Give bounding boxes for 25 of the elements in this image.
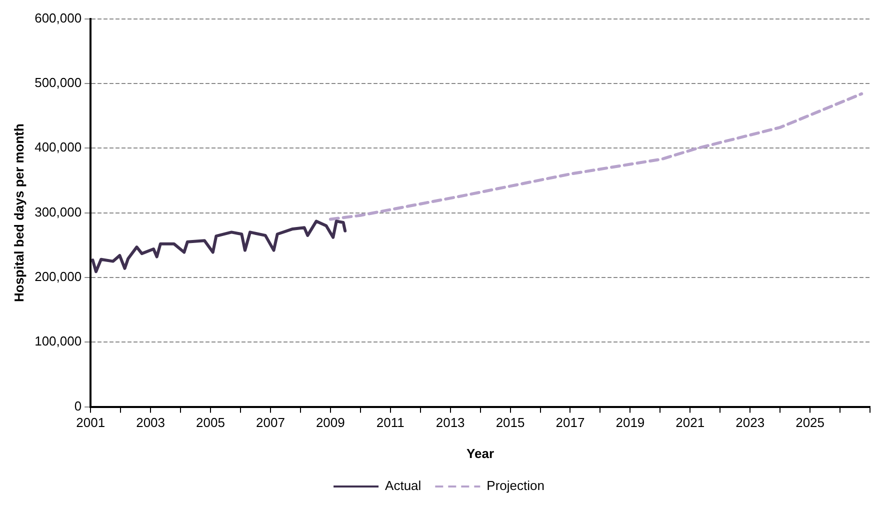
x-tick-label: 2005 — [196, 415, 225, 430]
x-tick-label: 2011 — [376, 415, 404, 430]
x-axis-title: Year — [466, 446, 494, 461]
y-tick-label: 200,000 — [34, 269, 82, 284]
y-tick-label: 0 — [74, 398, 82, 414]
x-tick-label: 2013 — [436, 415, 465, 430]
y-tick-label: 400,000 — [34, 140, 82, 155]
x-tick-label: 2021 — [676, 415, 705, 430]
y-tick-label: 300,000 — [34, 204, 82, 220]
x-tick-label: 2017 — [556, 415, 585, 430]
y-tick-label: 100,000 — [34, 334, 82, 349]
legend-label: Projection — [486, 478, 544, 494]
x-tick-label: 2009 — [316, 415, 345, 430]
legend-label: Actual — [385, 478, 422, 494]
x-tick-label: 2007 — [256, 415, 285, 430]
x-tick-label: 2019 — [616, 415, 645, 430]
y-tick-label: 600,000 — [34, 10, 82, 26]
x-tick-label: 2001 — [76, 415, 106, 430]
y-tick-label: 500,000 — [34, 75, 82, 90]
x-tick-label: 2015 — [496, 415, 525, 430]
x-tick-label: 2003 — [136, 415, 166, 430]
y-axis-title: Hospital bed days per month — [11, 124, 26, 302]
line-series — [328, 92, 864, 221]
x-tick-label: 2023 — [736, 415, 765, 430]
x-tick-label: 2025 — [796, 415, 825, 430]
